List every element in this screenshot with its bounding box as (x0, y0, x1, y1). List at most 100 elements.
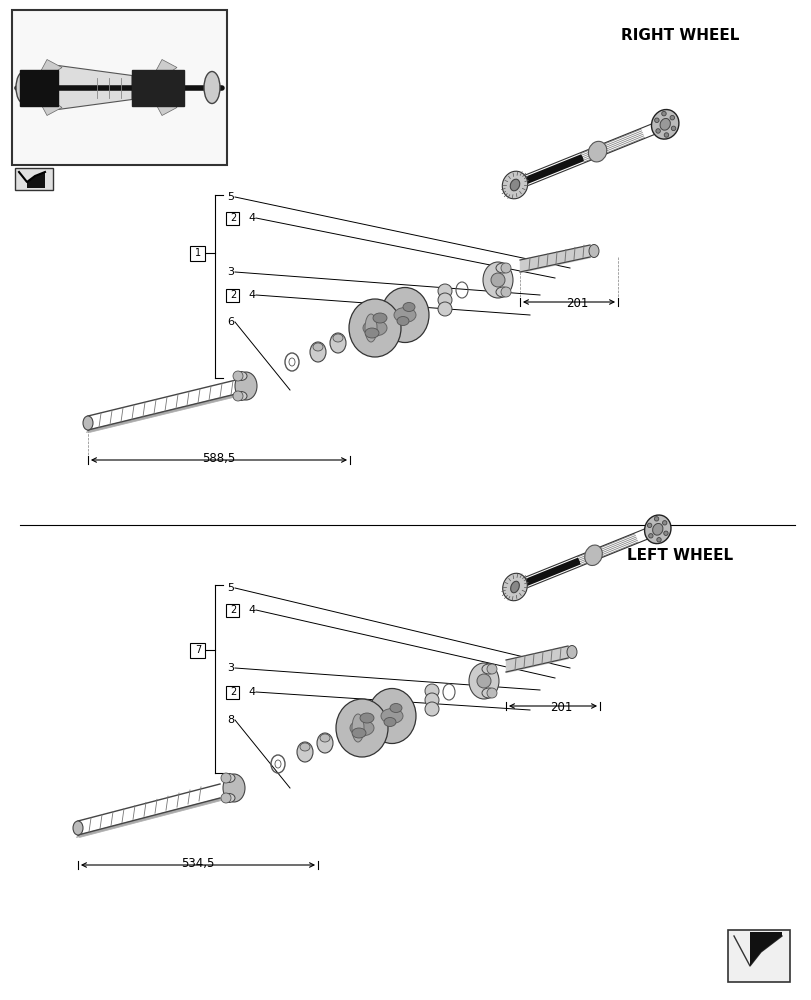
Ellipse shape (502, 171, 527, 199)
Bar (727, 930, 789, 982)
Ellipse shape (496, 263, 509, 273)
Ellipse shape (349, 299, 401, 357)
Text: 4: 4 (247, 290, 255, 300)
Bar (15, 168, 53, 190)
Ellipse shape (650, 110, 678, 139)
Ellipse shape (402, 302, 414, 312)
Circle shape (663, 133, 668, 137)
Bar (226, 686, 239, 698)
Ellipse shape (204, 72, 220, 104)
Ellipse shape (329, 333, 345, 353)
Circle shape (491, 273, 504, 287)
Ellipse shape (223, 774, 245, 802)
Text: 4: 4 (247, 605, 255, 615)
Circle shape (656, 538, 660, 542)
Ellipse shape (584, 545, 602, 566)
Bar (226, 288, 239, 302)
Text: 2: 2 (230, 687, 236, 697)
Ellipse shape (299, 743, 310, 751)
Circle shape (661, 111, 665, 116)
Circle shape (669, 115, 674, 120)
Ellipse shape (380, 708, 402, 724)
Ellipse shape (316, 733, 333, 753)
Ellipse shape (482, 688, 496, 698)
Text: 6: 6 (227, 317, 234, 327)
Polygon shape (749, 932, 781, 966)
Ellipse shape (365, 328, 379, 338)
Ellipse shape (223, 794, 234, 802)
Circle shape (221, 773, 230, 783)
Ellipse shape (652, 523, 662, 535)
Text: 201: 201 (565, 297, 587, 310)
Circle shape (424, 693, 439, 707)
Ellipse shape (351, 728, 366, 738)
Circle shape (437, 302, 452, 316)
Text: 2: 2 (230, 290, 236, 300)
Circle shape (655, 129, 659, 133)
Text: 3: 3 (227, 267, 234, 277)
Polygon shape (147, 88, 177, 115)
Ellipse shape (333, 334, 342, 342)
Ellipse shape (644, 515, 670, 544)
Ellipse shape (482, 664, 496, 674)
Ellipse shape (588, 244, 599, 257)
Ellipse shape (83, 416, 93, 430)
Ellipse shape (350, 720, 374, 736)
Ellipse shape (275, 760, 281, 768)
Circle shape (648, 534, 652, 538)
Ellipse shape (384, 718, 396, 726)
Polygon shape (58, 66, 132, 109)
Circle shape (654, 118, 659, 123)
Text: 2: 2 (230, 213, 236, 223)
Text: 2: 2 (230, 605, 236, 615)
Circle shape (437, 293, 452, 307)
Text: 4: 4 (247, 687, 255, 697)
Bar (191, 245, 205, 260)
Text: RIGHT WHEEL: RIGHT WHEEL (620, 28, 738, 43)
Circle shape (646, 523, 651, 528)
Circle shape (476, 674, 491, 688)
Bar (191, 643, 205, 658)
Ellipse shape (659, 118, 670, 130)
Polygon shape (27, 172, 45, 188)
Text: 1: 1 (195, 248, 201, 258)
Circle shape (654, 517, 658, 521)
Ellipse shape (16, 72, 32, 104)
Ellipse shape (234, 372, 257, 400)
Ellipse shape (289, 358, 294, 366)
Polygon shape (32, 60, 62, 88)
Bar (20, 70, 58, 105)
Polygon shape (32, 88, 62, 115)
Circle shape (233, 371, 242, 381)
Text: 4: 4 (247, 213, 255, 223)
Text: 8: 8 (227, 715, 234, 725)
Text: 534,5: 534,5 (181, 857, 214, 870)
Ellipse shape (320, 734, 329, 742)
Ellipse shape (363, 320, 387, 336)
Ellipse shape (509, 179, 519, 191)
Circle shape (424, 702, 439, 716)
Ellipse shape (372, 313, 387, 323)
Ellipse shape (588, 141, 606, 162)
Text: 7: 7 (195, 645, 201, 655)
Ellipse shape (510, 581, 519, 593)
Ellipse shape (351, 714, 363, 742)
Ellipse shape (234, 391, 247, 400)
Ellipse shape (297, 742, 312, 762)
Circle shape (663, 531, 667, 535)
Ellipse shape (469, 663, 499, 699)
Ellipse shape (234, 371, 247, 380)
Bar (132, 70, 184, 105)
Circle shape (424, 684, 439, 698)
Ellipse shape (312, 343, 323, 351)
Ellipse shape (310, 342, 325, 362)
Bar (226, 603, 239, 616)
Circle shape (671, 126, 675, 131)
Ellipse shape (73, 821, 83, 835)
Text: 588,5: 588,5 (202, 452, 235, 465)
Ellipse shape (496, 287, 509, 297)
Circle shape (233, 391, 242, 401)
Text: 201: 201 (549, 701, 572, 714)
Ellipse shape (502, 573, 526, 601)
Circle shape (487, 664, 496, 674)
